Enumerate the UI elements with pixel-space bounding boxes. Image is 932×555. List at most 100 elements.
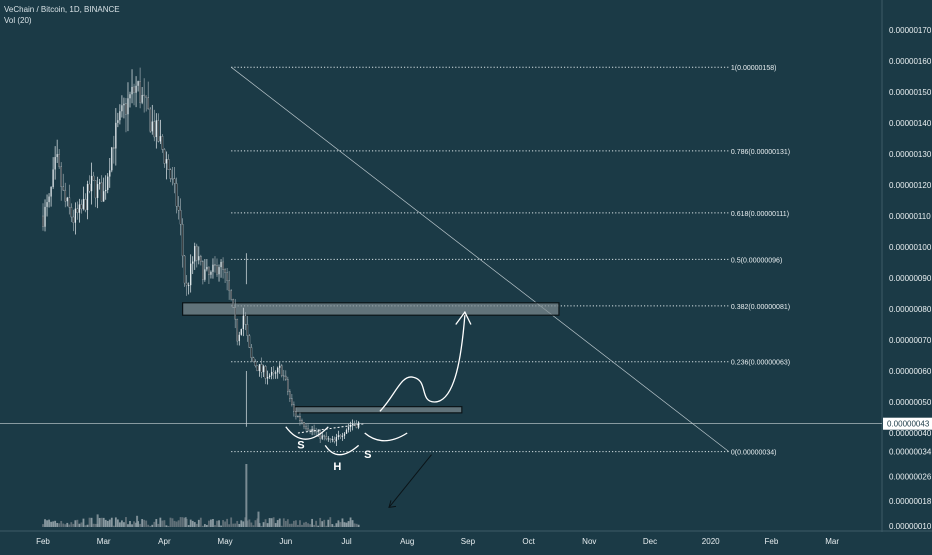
candle-body	[329, 438, 332, 440]
volume-bar	[175, 521, 178, 527]
volume-bar	[295, 520, 297, 527]
candle-body	[355, 424, 358, 428]
candle-body	[270, 371, 273, 376]
fibonacci-retracement[interactable]: 1(0.00000158) 0.786(0.00000131) 0.618(0.00…	[231, 65, 790, 457]
volume-bar	[135, 522, 137, 527]
volume-bar	[143, 519, 146, 527]
candle-body	[307, 428, 309, 431]
candle-body	[282, 375, 285, 377]
volume-bar	[252, 525, 255, 527]
candle-body	[230, 290, 232, 300]
volume-bar	[167, 525, 170, 527]
candle-body	[161, 136, 164, 150]
volume-bar	[133, 521, 135, 527]
time-tick-label: Oct	[522, 537, 535, 546]
candle-body	[311, 429, 313, 432]
candle-body	[46, 202, 48, 207]
candles	[42, 67, 360, 446]
candle-body	[192, 261, 194, 264]
candle-body	[181, 224, 184, 257]
candle-body	[175, 183, 178, 207]
volume-bar	[121, 520, 123, 527]
volume-bar	[153, 521, 156, 527]
candle-body	[303, 422, 305, 427]
hand-drawn-pattern[interactable]: S H S	[285, 310, 472, 509]
price-axis[interactable]: 0.00000010 0.00000018 0.00000026 0.00000034…	[883, 26, 932, 531]
price-tick-label: 0.00000010	[889, 522, 932, 531]
volume-bar	[278, 518, 281, 527]
candle-body	[339, 435, 342, 438]
volume-bar	[183, 518, 186, 527]
volume-bar	[242, 521, 245, 527]
volume-bar	[159, 517, 162, 527]
volume-bar	[266, 523, 269, 527]
price-tick-label: 0.00000040	[889, 429, 932, 438]
volume-bar	[250, 522, 253, 527]
volume-bar	[313, 524, 316, 527]
volume-bar	[345, 522, 348, 527]
volume-bar	[100, 517, 103, 527]
volume-bar	[74, 520, 77, 527]
candle-body	[216, 265, 218, 275]
candle-body	[293, 404, 295, 412]
candle-body	[204, 269, 206, 280]
candle-body	[252, 357, 255, 363]
candle-body	[70, 207, 73, 218]
left-shoulder-arc	[285, 426, 329, 440]
candle-body	[202, 261, 204, 280]
fib-level-label: 0(0.00000034)	[731, 450, 777, 457]
volume-bar	[106, 520, 109, 527]
volume-bar	[64, 524, 67, 527]
candle-body	[226, 272, 228, 281]
volume-bar	[205, 524, 208, 527]
current-price-tag	[883, 417, 932, 430]
candle-body	[76, 208, 79, 213]
candle-body	[94, 180, 97, 199]
candle-body	[115, 122, 117, 149]
volume-bar	[309, 524, 311, 527]
fib-level-label: 0.382(0.00000081)	[731, 304, 790, 311]
candle-body	[250, 347, 253, 358]
candle-body	[240, 329, 242, 335]
price-tick-label: 0.00000160	[889, 57, 932, 66]
candle-body	[208, 266, 210, 275]
volume-bar	[276, 520, 279, 527]
volume-bar	[238, 523, 241, 527]
volume-bar	[303, 522, 305, 527]
price-tick-label: 0.00000026	[889, 472, 932, 481]
volume-bar	[70, 522, 73, 527]
volume-bar	[163, 520, 166, 527]
trendline-layer[interactable]	[0, 66, 882, 452]
volume-bar	[311, 518, 314, 527]
candle-body	[137, 81, 139, 86]
volume-bar	[60, 520, 63, 527]
volume-bar	[189, 519, 192, 527]
volume-bar	[282, 518, 285, 527]
time-axis[interactable]: Feb Mar Apr May Jun Jul Aug Sep Oct Nov Dec 2020 Feb…	[36, 537, 839, 546]
candle-body	[121, 105, 123, 112]
candle-body	[248, 335, 251, 348]
volume-bar	[177, 520, 180, 527]
candle-body	[157, 120, 160, 142]
price-tick-label: 0.00000060	[889, 367, 932, 376]
volume-bar	[171, 518, 174, 527]
time-tick-label: Jun	[279, 537, 292, 546]
volume-bar	[48, 519, 50, 527]
volume-bar	[327, 519, 330, 527]
volume-bar	[270, 518, 273, 527]
candle-body	[224, 269, 226, 273]
volume-bar	[260, 525, 263, 527]
volume-bar	[232, 523, 235, 527]
candle-body	[325, 436, 328, 440]
volume-bar	[157, 523, 160, 527]
candle-body	[96, 184, 99, 198]
candle-body	[99, 182, 101, 185]
price-tick-label: 0.00000080	[889, 305, 932, 314]
time-tick-label: Aug	[400, 537, 414, 546]
volume-bar	[222, 520, 224, 527]
volume-bar	[82, 518, 85, 527]
candle-body	[111, 147, 113, 171]
volume-bar	[112, 525, 115, 527]
